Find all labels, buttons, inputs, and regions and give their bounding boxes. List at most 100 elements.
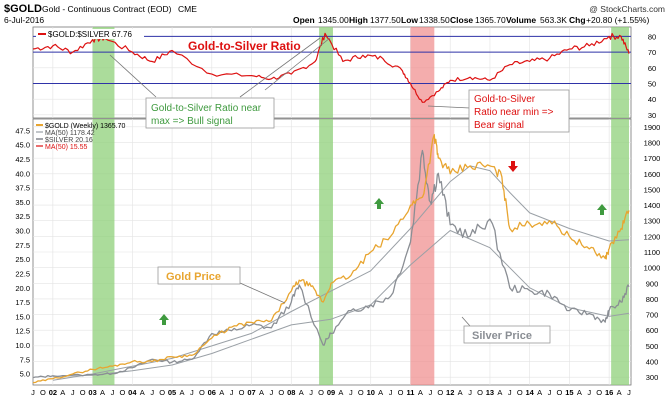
x-axis: J O 02 A J O 03 A J O 04 A J O 05 A J O 06 A J O 07 A J O 08 A J O 09 A… [31, 388, 631, 397]
silver-tick-label: 17.5 [15, 298, 30, 307]
gold-price-pointer [239, 282, 286, 304]
gold-tick-label: 1900 [644, 123, 661, 132]
gold-tick-label: 300 [646, 373, 659, 382]
gold-tick-label: 1600 [644, 170, 661, 179]
watermark: @ StockCharts.com [589, 4, 665, 14]
x-tick-label: J [309, 388, 313, 397]
x-tick-label: J [190, 388, 194, 397]
x-tick-label: A [418, 388, 423, 397]
volume-label: Volume [506, 15, 536, 25]
ratio-legend-box [36, 29, 144, 39]
x-tick-label: A [458, 388, 463, 397]
gold-tick-label: 400 [646, 358, 659, 367]
x-tick-label: A [100, 388, 105, 397]
bull-callout-pointer-2 [239, 37, 321, 98]
x-tick-label: O [318, 388, 324, 397]
gold-tick-label: 1100 [644, 248, 660, 257]
x-tick-label: J [349, 388, 353, 397]
x-tick-label: A [378, 388, 383, 397]
x-tick-label: 06 [208, 388, 216, 397]
x-tick-label: O [557, 388, 563, 397]
x-tick-label: 14 [526, 388, 535, 397]
x-tick-label: O [199, 388, 205, 397]
x-tick-label: O [477, 388, 483, 397]
x-tick-label: J [230, 388, 234, 397]
silver-tick-label: 27.5 [15, 241, 30, 250]
x-tick-label: J [31, 388, 35, 397]
silver-tick-label: 35.0 [15, 198, 30, 207]
gold-legend-text: $GOLD (Weekly) 1365.70 [45, 123, 126, 130]
silver-tick-label: 12.5 [15, 327, 30, 336]
high-value: 1377.50 [370, 15, 401, 25]
silver-tick-label: 37.5 [15, 184, 30, 193]
annotations: Gold-to-Silver Ratio Gold-to-Silver Rati… [109, 37, 607, 344]
green-band-main [611, 119, 630, 385]
ratio-tick-label: 70 [648, 48, 656, 57]
green-band-main [319, 119, 333, 385]
green-band-main [92, 119, 115, 385]
close-value: 1365.70 [475, 15, 506, 25]
date-label: 6-Jul-2016 [4, 15, 44, 25]
gold-tick-label: 1700 [644, 154, 661, 163]
ratio-tick-label: 80 [648, 32, 656, 41]
silver-tick-label: 47.5 [15, 126, 30, 135]
x-tick-label: 08 [287, 388, 295, 397]
series-layer [32, 32, 630, 384]
x-tick-label: 13 [486, 388, 494, 397]
ratio-tick-label: 50 [648, 79, 656, 88]
quote-line: Open 1345.00 High 1377.50 Low 1338.50 Cl… [293, 15, 649, 25]
silver-tick-label: 20.0 [15, 284, 30, 293]
x-tick-label: O [239, 388, 245, 397]
x-tick-label: A [219, 388, 224, 397]
gold-ma-line [52, 165, 630, 381]
symbol-description: Gold - Continuous Contract (EOD) [42, 4, 172, 14]
silver-price-label: Silver Price [472, 330, 532, 342]
x-tick-label: A [577, 388, 582, 397]
up-arrow-icon [597, 204, 607, 215]
gold-tick-label: 1400 [644, 201, 661, 210]
x-tick-label: O [596, 388, 602, 397]
high-label: High [349, 15, 368, 25]
open-label: Open [293, 15, 315, 25]
ratio-series-line [32, 32, 630, 103]
gold-tick-label: 1200 [644, 232, 661, 241]
x-tick-label: 11 [407, 388, 415, 397]
x-tick-label: O [80, 388, 86, 397]
bear-callout-box [468, 89, 570, 133]
x-tick-label: J [508, 388, 512, 397]
x-tick-label: 16 [605, 388, 613, 397]
silver-tick-label: 40.0 [15, 169, 30, 178]
x-tick-label: J [111, 388, 115, 397]
x-tick-label: A [140, 388, 145, 397]
silver-price-label-box [463, 325, 551, 344]
x-tick-label: J [428, 388, 432, 397]
x-tick-label: O [398, 388, 404, 397]
silver-tick-label: 30.0 [15, 227, 30, 236]
x-tick-label: A [60, 388, 65, 397]
ratio-tick-label: 30 [648, 111, 656, 120]
x-tick-label: 07 [247, 388, 255, 397]
bear-note-line-2: Ratio near min => [474, 107, 554, 118]
x-tick-label: 12 [446, 388, 454, 397]
price-legend: $GOLD (Weekly) 1365.70 MA(50) 1178.42 $S… [36, 123, 126, 151]
x-tick-label: A [338, 388, 343, 397]
x-tick-label: 04 [128, 388, 137, 397]
x-tick-label: J [150, 388, 154, 397]
ratio-tick-label: 60 [648, 64, 656, 73]
bear-callout-pointer [427, 105, 471, 109]
highlight-bands [92, 27, 630, 385]
ma-gold-legend-text: MA(50) 1178.42 [45, 130, 95, 137]
gold-tick-label: 600 [646, 326, 659, 335]
symbol-label: $GOLD [4, 3, 42, 15]
x-tick-label: J [627, 388, 631, 397]
silver-price-pointer [461, 316, 471, 327]
ratio-tick-label: 40 [648, 95, 656, 104]
x-tick-label: O [40, 388, 46, 397]
gold-y-axis: 300 400 500 600 700 800 900 1000 1100 1200 1300 140… [644, 123, 661, 382]
x-tick-label: 10 [367, 388, 375, 397]
x-tick-label: O [159, 388, 165, 397]
x-tick-label: J [270, 388, 274, 397]
volume-value: 563.3K [540, 15, 567, 25]
ratio-y-axis: 30 40 50 60 70 80 [648, 32, 656, 119]
